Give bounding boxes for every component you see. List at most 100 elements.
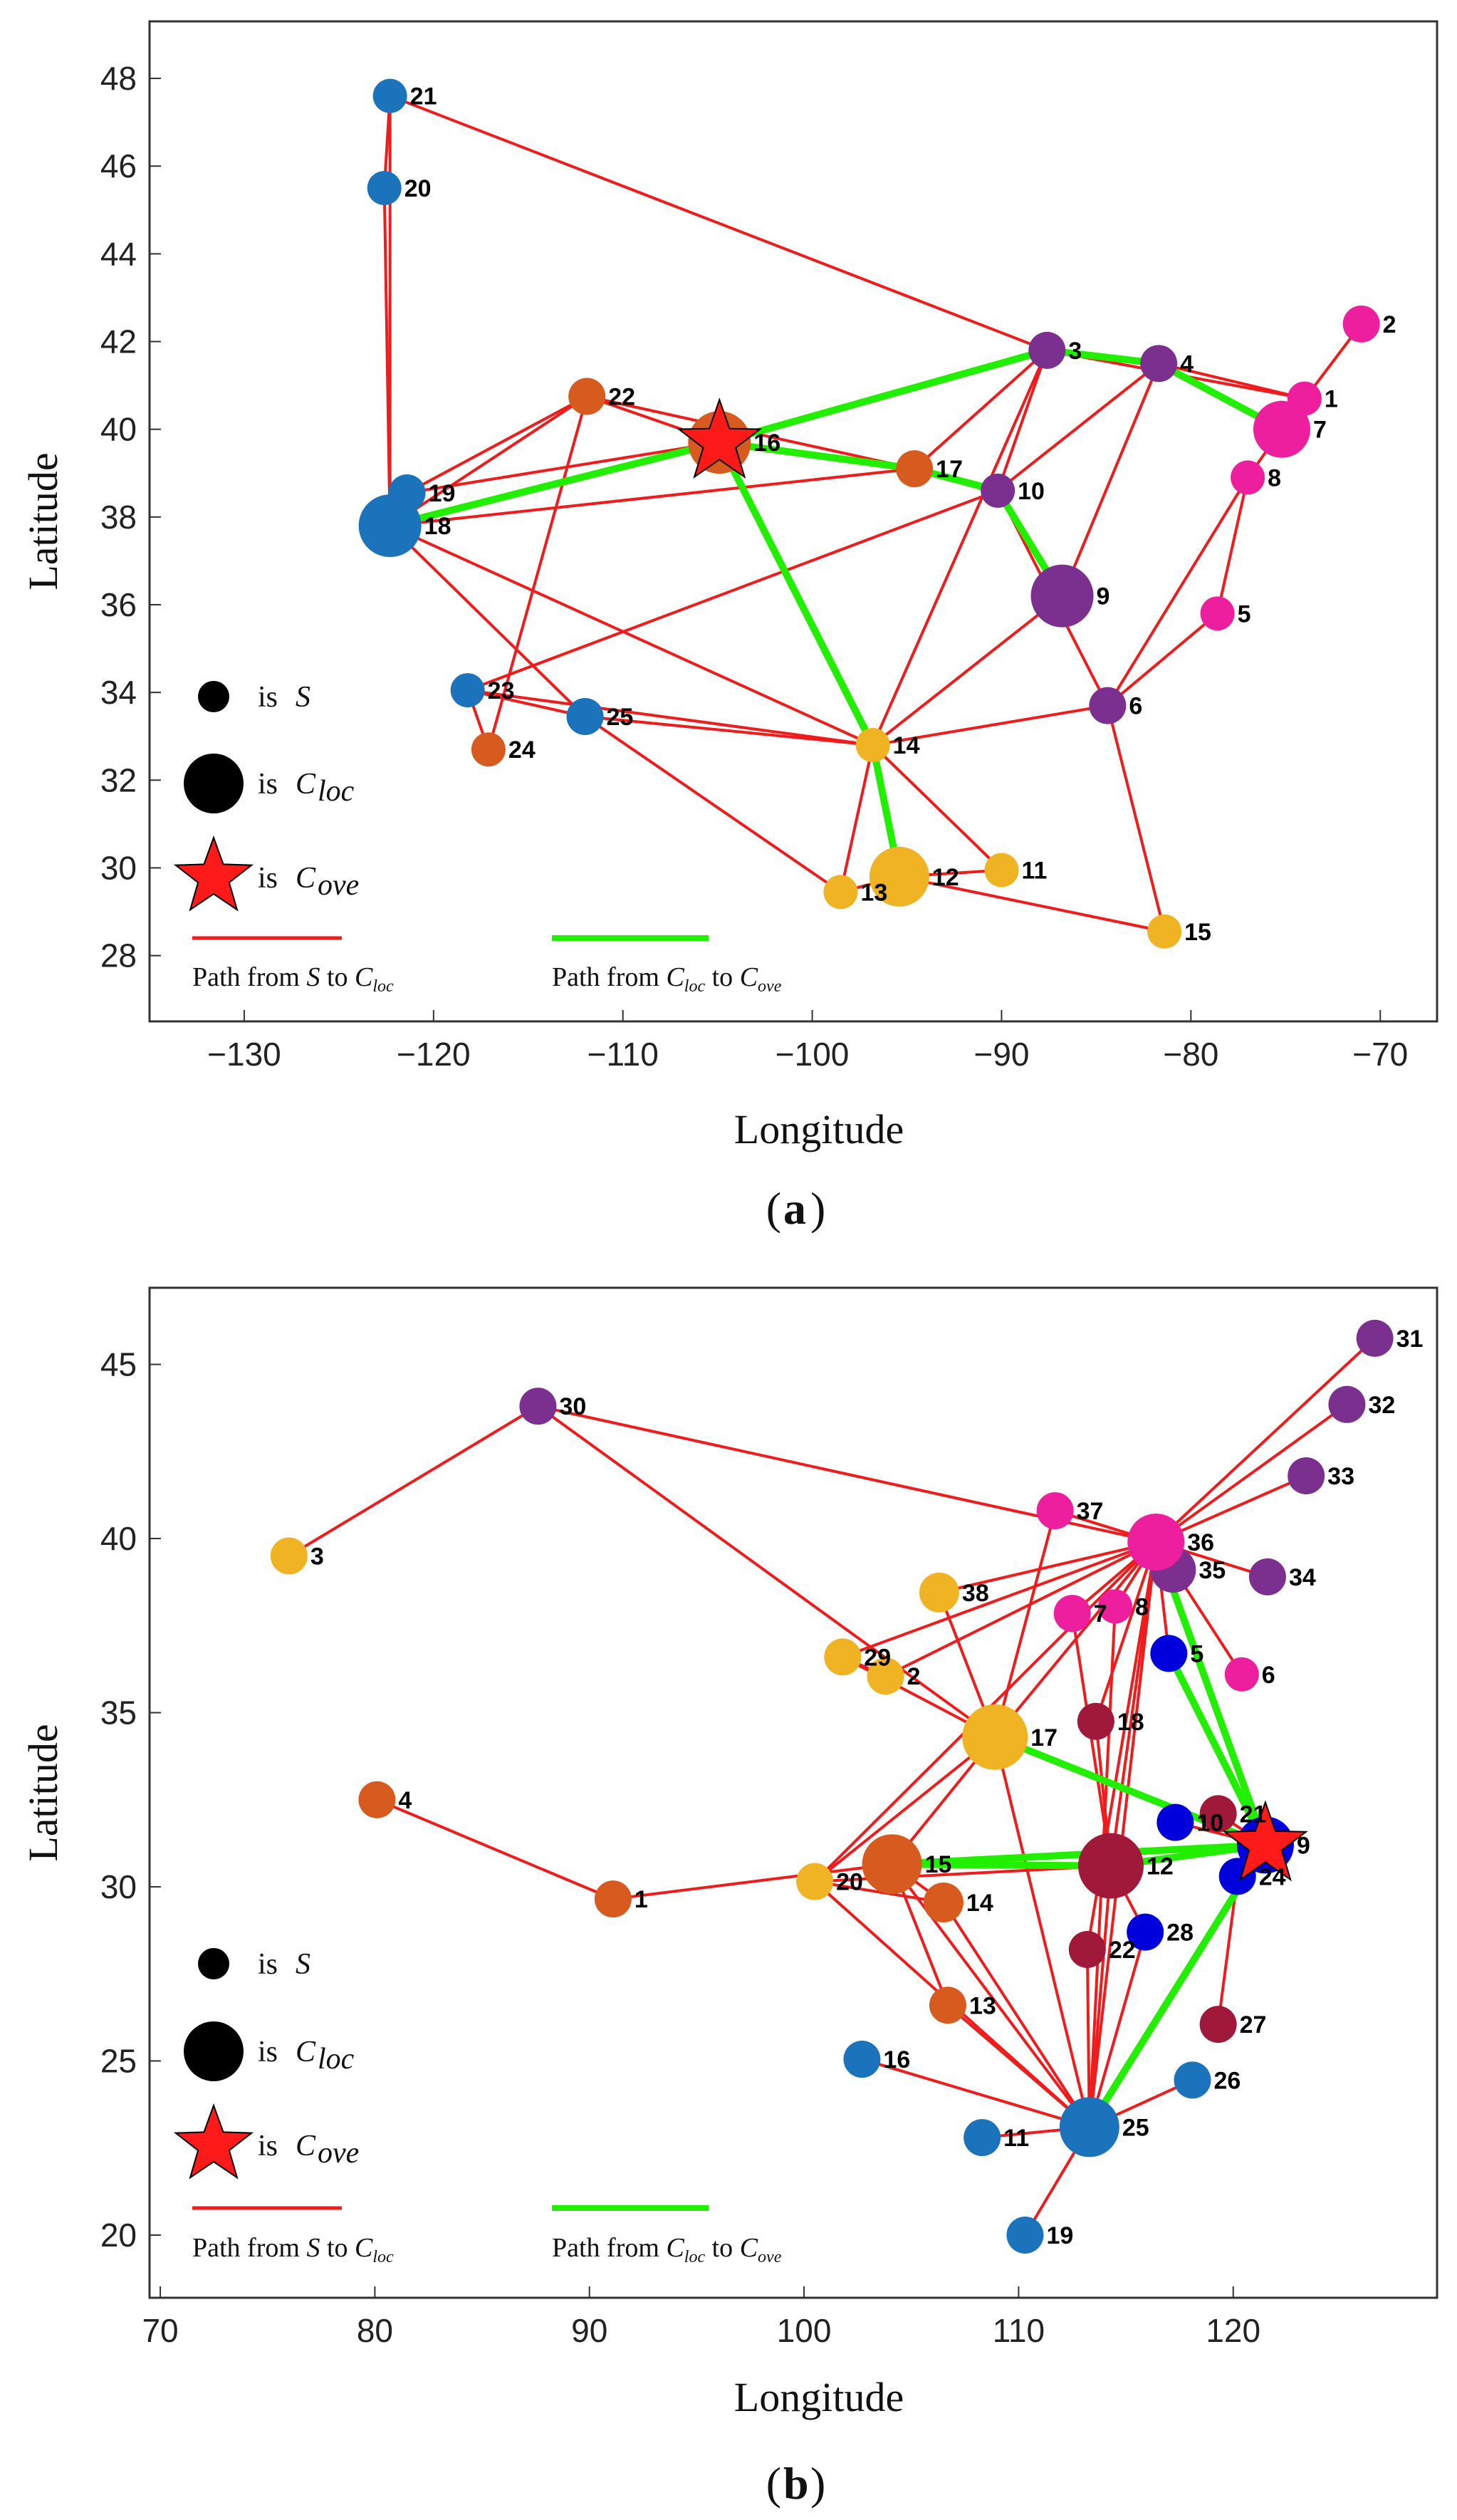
panel-a-ytick-label: 34	[100, 674, 137, 711]
panel-b-node-17	[962, 1704, 1028, 1770]
panel-b-node-label-38: 38	[962, 1580, 989, 1607]
panel-a-red-edge	[899, 875, 1165, 933]
panel-a-red-edge	[1060, 363, 1160, 597]
panel-a-node-label-11: 11	[1021, 858, 1047, 885]
panel-a-node-9	[1030, 564, 1094, 628]
panel-a-red-edge	[872, 595, 1063, 746]
legend-cloc-dot	[184, 754, 244, 813]
panel-a-ytick-label: 38	[100, 499, 137, 536]
panel-a-node-label-25: 25	[607, 704, 634, 731]
panel-a-nodes	[358, 78, 1380, 949]
panel-a-node-label-12: 12	[932, 864, 959, 891]
panel-b-red-edge	[942, 1901, 1091, 2128]
panel-a-ytick-label: 28	[100, 937, 137, 974]
panel-a-green-edge	[1046, 346, 1159, 368]
panel-a-node-label-13: 13	[860, 879, 887, 906]
panel-a-xlabel: Longitude	[734, 1106, 904, 1152]
legend-green-c1: C	[666, 962, 684, 992]
panel-b-node-6	[1224, 1657, 1259, 1692]
panel-a-red-edge	[585, 715, 873, 747]
panel-a-red-edge	[872, 704, 1108, 747]
legend-green-sub1: loc	[684, 977, 706, 996]
panel-b-node-22	[1068, 1931, 1106, 1969]
legend-cove-sub: ove	[318, 869, 359, 902]
panel-b-node-34	[1248, 1558, 1286, 1595]
panel-b-node-label-16: 16	[883, 2046, 910, 2073]
panel-b-node-21	[1199, 1795, 1237, 1833]
panel-a-red-edge	[389, 395, 588, 527]
panel-a-plot: −130 −120 −110 −100 −90 −80 −70283032343638404…	[20, 20, 1438, 1234]
panel-b-node-38	[919, 1572, 959, 1613]
legend-b-cove-is: is	[258, 2130, 278, 2162]
panel-b-node-label-26: 26	[1213, 2067, 1241, 2094]
panel-a-red-edge	[584, 715, 842, 893]
panel-b-node-20	[796, 1863, 834, 1900]
panel-b-ytick-label: 20	[100, 2217, 137, 2254]
panel-b-node-13	[929, 1987, 966, 2024]
legend-green-c2: C	[740, 962, 758, 992]
legend-cove-star-icon	[173, 835, 254, 912]
panel-a-red-edge	[839, 744, 874, 892]
panel-b-node-3	[270, 1537, 308, 1575]
panel-b-paren-open: (	[766, 2458, 781, 2509]
panel-a-node-label-20: 20	[404, 175, 432, 202]
panel-b-node-18	[1077, 1702, 1114, 1740]
panel-b-red-edge	[288, 1405, 539, 1558]
panel-a-xtick-label: −70	[1352, 1036, 1408, 1073]
panel-b-node-label-36: 36	[1187, 1529, 1214, 1556]
legend-s-is: is	[258, 681, 278, 714]
panel-a-node-10	[981, 473, 1015, 508]
panel-a-node-2	[1342, 305, 1380, 343]
panel-b-node-label-22: 22	[1109, 1937, 1136, 1964]
panel-a-legend: is S is C loc is C ove Path from S to Cl…	[173, 681, 782, 996]
panel-b-node-label-14: 14	[966, 1890, 993, 1917]
panel-a-red-edge	[389, 524, 874, 746]
legend-b-s-symbol: S	[296, 1948, 310, 1981]
legend-b-cloc-dot	[184, 2021, 244, 2081]
panel-b-node-label-17: 17	[1030, 1724, 1058, 1751]
legend-b-green-sub2: ove	[758, 2248, 782, 2266]
panel-a-node-24	[471, 732, 506, 767]
panel-b-node-label-11: 11	[1003, 2125, 1029, 2152]
panel-b-red-edge	[993, 1737, 1091, 2128]
panel-b-xtick-label: 100	[777, 2312, 832, 2349]
panel-b-ytick-label: 25	[100, 2043, 137, 2080]
panel-a-node-label-2: 2	[1383, 311, 1396, 338]
panel-b-node-label-32: 32	[1368, 1392, 1395, 1419]
panel-b-node-label-4: 4	[398, 1787, 412, 1814]
panel-b-edges	[288, 1337, 1376, 2237]
panel-b-node-14	[923, 1883, 964, 1923]
legend-b-green-pathfrom: Path from	[552, 2233, 659, 2263]
panel-b-xtick-label: 110	[993, 2312, 1045, 2349]
panel-b-ytick-label: 30	[100, 1868, 137, 1905]
panel-a-label: a	[783, 1183, 806, 1234]
legend-b-cloc-symbol: C	[296, 2036, 316, 2068]
panel-b-cove-star-icon	[1223, 1800, 1308, 1882]
panel-b-red-edge	[1087, 1541, 1158, 2128]
legend-b-red-c: C	[355, 2233, 373, 2263]
panel-a-red-edge	[1216, 477, 1250, 614]
panel-b-node-label-29: 29	[864, 1644, 891, 1671]
panel-a-ytick-label: 46	[100, 147, 137, 184]
panel-b-xtick-label: 70	[142, 2312, 178, 2349]
panel-a-node-4	[1140, 345, 1178, 382]
panel-a-xtick-label: −100	[776, 1036, 850, 1073]
panel-b-red-edge	[813, 1736, 996, 1883]
panel-a-node-label-6: 6	[1129, 693, 1142, 720]
panel-a-node-label-22: 22	[608, 384, 635, 411]
panel-a-node-25	[566, 698, 604, 736]
panel-b-node-label-7: 7	[1094, 1600, 1107, 1628]
panel-b-nodes	[270, 1319, 1394, 2254]
panel-b-legend: is S is C loc is C ove Path from S to Cl…	[173, 1948, 782, 2266]
panel-a-ytick-label: 40	[100, 411, 137, 448]
panel-b-node-37	[1036, 1491, 1074, 1529]
panel-b-node-label-34: 34	[1289, 1564, 1316, 1591]
panel-b-red-edge	[861, 2058, 1090, 2129]
panel-a-node-label-8: 8	[1268, 464, 1281, 491]
panel-a-green-edge	[719, 439, 915, 473]
legend-green-to: to	[712, 962, 733, 992]
panel-b-node-1	[594, 1880, 632, 1918]
panel-a-xtick-label: −80	[1163, 1036, 1218, 1073]
panel-b-node-label-8: 8	[1135, 1593, 1149, 1620]
